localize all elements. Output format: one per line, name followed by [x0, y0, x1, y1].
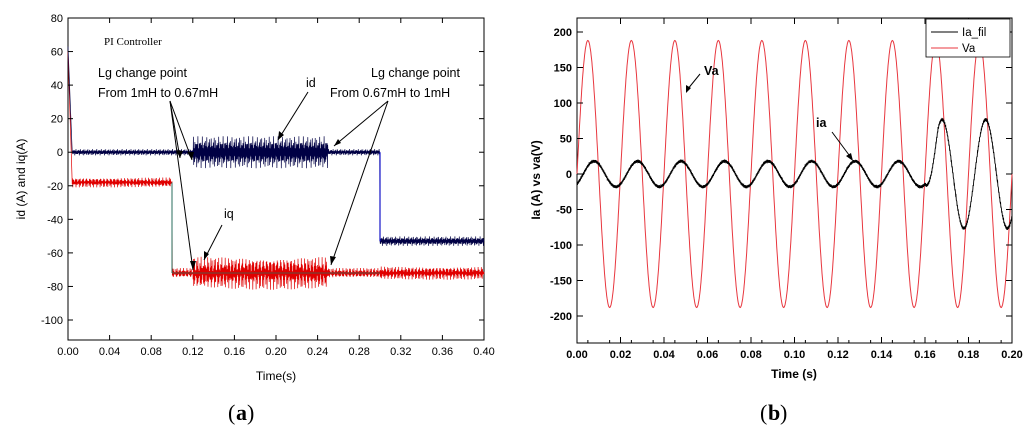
- annotation-id: id: [306, 76, 316, 90]
- series-va: [576, 39, 1013, 309]
- arrow-left-3-head: [190, 261, 196, 270]
- panel-b-series: [576, 39, 1013, 309]
- arrow-ia-head: [846, 153, 853, 161]
- annotation-lg-change-left-detail: From 1mH to 0.67mH: [98, 86, 218, 100]
- arrow-right-1: [333, 100, 389, 147]
- b-xtick-label: 0.20: [1001, 349, 1022, 361]
- b-ytick-label: 150: [554, 63, 572, 75]
- a-xtick-label: 0.08: [140, 346, 161, 358]
- panel-b: 0.00 0.02 0.04 0.06 0.08 0.10 0.12 0.14 0.16 0.18…: [529, 17, 1023, 425]
- arrow-va-head: [686, 85, 691, 93]
- a-ytick-label: 40: [51, 80, 63, 92]
- arrow-left-3: [169, 100, 194, 271]
- arrow-id-head: [278, 131, 284, 140]
- b-xtick-label: 0.00: [566, 349, 587, 361]
- a-ytick-label: 20: [51, 114, 63, 126]
- legend-label-va: Va: [962, 43, 976, 55]
- panel-b-xlabel: Time (s): [771, 367, 817, 381]
- panel-a: 0.00 0.04 0.08 0.12 0.16 0.20 0.24 0.28 0.32 0.36…: [14, 13, 495, 425]
- b-xtick-label: 0.16: [914, 349, 935, 361]
- a-ytick-label: -60: [47, 248, 63, 260]
- svg-text:(: (: [228, 400, 235, 425]
- annotation-va: Va: [704, 64, 720, 78]
- a-xtick-label: 0.20: [265, 346, 286, 358]
- a-xtick-label: 0.32: [390, 346, 411, 358]
- b-ytick-label: 100: [554, 98, 572, 110]
- b-ytick-label: -100: [550, 240, 572, 252]
- b-xtick-label: 0.14: [871, 349, 893, 361]
- caption-b-letter: b: [768, 400, 780, 425]
- arrow-right-2-head: [330, 256, 336, 265]
- b-xtick-label: 0.18: [958, 349, 979, 361]
- a-ytick-label: -100: [41, 315, 63, 327]
- b-xtick-label: 0.10: [784, 349, 805, 361]
- a-ytick-label: 0: [57, 147, 63, 159]
- arrow-id: [277, 91, 309, 141]
- caption-a-letter: a: [236, 400, 247, 425]
- a-xtick-label: 0.12: [182, 346, 203, 358]
- b-ytick-label: 50: [560, 134, 572, 146]
- panel-a-series: [67, 46, 485, 290]
- b-ytick-label: 0: [566, 169, 572, 181]
- a-xtick-label: 0.00: [57, 346, 78, 358]
- panel-b-annotations: Va ia: [686, 64, 853, 161]
- a-xtick-label: 0.36: [432, 346, 453, 358]
- panel-b-axes: 0.00 0.02 0.04 0.06 0.08 0.10 0.12 0.14 0.16 0.18…: [550, 18, 1023, 361]
- b-ytick-label: -200: [550, 311, 572, 323]
- arrow-left-2-head: [187, 152, 194, 160]
- a-ytick-label: -80: [47, 281, 63, 293]
- arrow-right-2: [330, 100, 389, 266]
- b-ytick-label: -50: [556, 205, 572, 217]
- annotation-lg-change-left: Lg change point: [98, 66, 187, 80]
- panel-b-legend: Ia_fil Va: [925, 18, 1011, 58]
- a-xtick-label: 0.24: [307, 346, 328, 358]
- caption-b: ( b ): [760, 400, 787, 425]
- a-xtick-label: 0.40: [473, 346, 494, 358]
- a-xtick-label: 0.04: [99, 346, 120, 358]
- b-xtick-label: 0.08: [740, 349, 761, 361]
- panel-a-axes: 0.00 0.04 0.08 0.12 0.16 0.20 0.24 0.28 0.32 0.36…: [41, 13, 495, 358]
- arrow-iq-head: [204, 251, 209, 260]
- series-ia-fil: [576, 117, 1013, 230]
- legend-label-ia-fil: Ia_fil: [962, 27, 986, 39]
- b-xtick-label: 0.02: [610, 349, 631, 361]
- panel-a-ylabel: id (A) and iq(A): [14, 139, 28, 220]
- svg-text:): ): [780, 400, 787, 425]
- panel-a-title: PI Controller: [104, 36, 162, 48]
- a-xtick-label: 0.28: [348, 346, 369, 358]
- annotation-ia: ia: [816, 116, 827, 130]
- caption-a: ( a ): [228, 400, 254, 425]
- arrow-right-1-head: [334, 139, 341, 146]
- arrow-left-2: [169, 100, 193, 161]
- a-ytick-label: 60: [51, 47, 63, 59]
- series-id: [67, 46, 485, 246]
- annotation-iq: iq: [224, 207, 234, 221]
- panel-a-xlabel: Time(s): [256, 369, 296, 383]
- b-ytick-label: 200: [554, 27, 572, 39]
- arrow-left-1-head: [176, 150, 183, 158]
- a-ytick-label: 80: [51, 13, 63, 25]
- b-xtick-label: 0.12: [827, 349, 848, 361]
- legend-box: [925, 18, 1011, 58]
- svg-text:(: (: [760, 400, 767, 425]
- series-iq: [67, 51, 485, 290]
- b-xtick-label: 0.04: [653, 349, 675, 361]
- annotation-lg-change-right: Lg change point: [371, 66, 460, 80]
- panel-a-annotations: Lg change point From 1mH to 0.67mH Lg ch…: [98, 66, 460, 271]
- svg-text:): ): [247, 400, 254, 425]
- annotation-lg-change-right-detail: From 0.67mH to 1mH: [330, 86, 450, 100]
- panel-a-frame: [67, 17, 485, 341]
- panel-b-ylabel: Ia (A) vs va(V): [529, 140, 543, 219]
- b-ytick-label: -150: [550, 276, 572, 288]
- a-ytick-label: -20: [47, 181, 63, 193]
- b-xtick-label: 0.06: [697, 349, 718, 361]
- a-ytick-label: -40: [47, 214, 63, 226]
- a-xtick-label: 0.16: [224, 346, 245, 358]
